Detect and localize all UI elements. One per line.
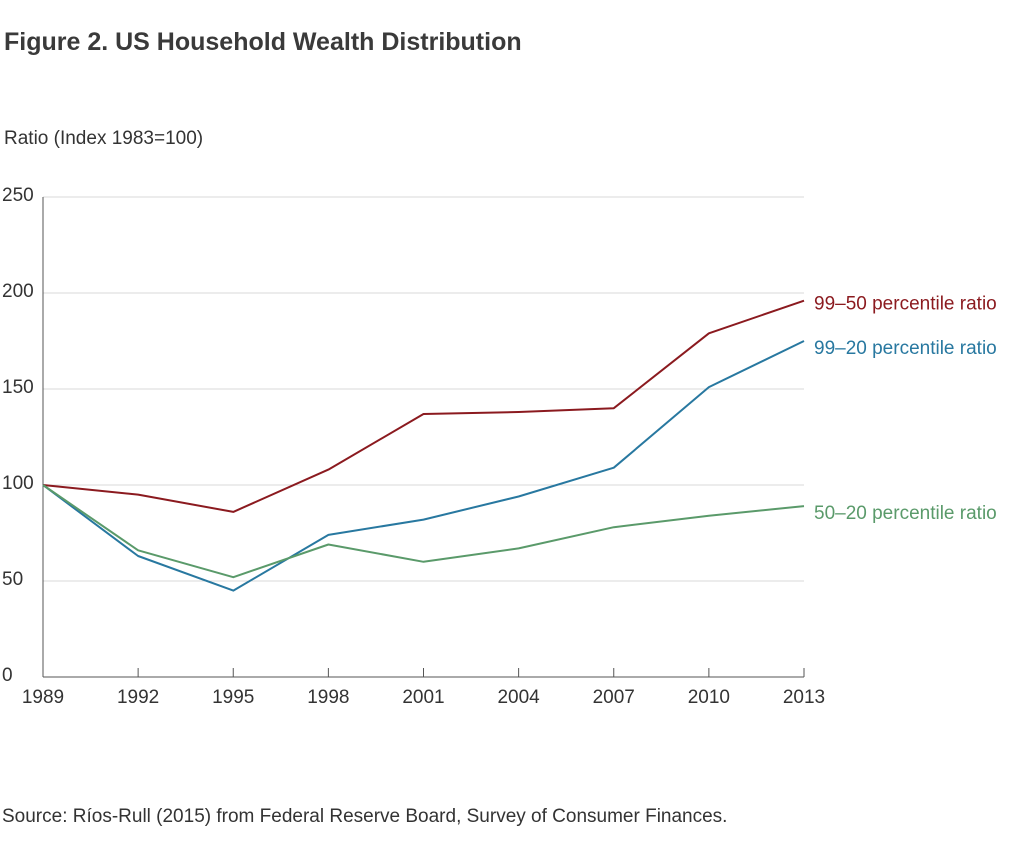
y-tick-label-250: 250	[2, 185, 34, 206]
series-label-0: 99–50 percentile ratio	[814, 294, 997, 315]
y-tick-label-200: 200	[2, 281, 34, 302]
x-tick-label-2004: 2004	[497, 687, 540, 708]
y-tick-label-50: 50	[2, 569, 23, 590]
x-tick-label-1995: 1995	[212, 687, 254, 708]
source-note: Source: Ríos-Rull (2015) from Federal Re…	[2, 806, 728, 827]
x-tick-label-2007: 2007	[593, 687, 635, 708]
series-line-2	[42, 484, 805, 579]
series-label-1: 99–20 percentile ratio	[814, 338, 997, 359]
series-label-2: 50–20 percentile ratio	[814, 503, 997, 524]
series-labels: 99–50 percentile ratio 99–20 percentile r…	[814, 294, 997, 524]
y-tick-label-100: 100	[2, 473, 34, 494]
x-tick-label-2013: 2013	[783, 687, 825, 708]
x-tick-label-2010: 2010	[688, 687, 730, 708]
y-axis-label: Ratio (Index 1983=100)	[4, 128, 204, 149]
tick-labels: 0 50 100 150 200 250 1989 1992 1995 1998 2001 2004 2…	[2, 185, 825, 708]
x-tick-label-2001: 2001	[402, 687, 444, 708]
y-tick-label-0: 0	[2, 665, 13, 686]
axes	[42, 197, 805, 678]
x-tick-label-1989: 1989	[22, 687, 64, 708]
chart-title: Figure 2. US Household Wealth Distributi…	[4, 28, 522, 56]
y-tick-label-150: 150	[2, 377, 34, 398]
series-line-1	[42, 340, 805, 592]
x-tick-label-1992: 1992	[117, 687, 159, 708]
series-lines	[42, 299, 805, 592]
x-tick-label-1998: 1998	[307, 687, 349, 708]
series-line-0	[42, 299, 805, 513]
gridlines	[43, 196, 804, 582]
